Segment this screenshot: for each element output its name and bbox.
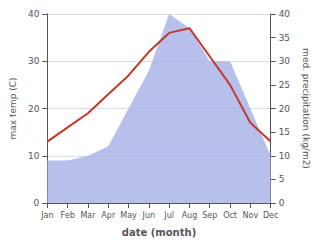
svg-text:30: 30	[28, 56, 40, 66]
svg-text:40: 40	[279, 9, 291, 19]
svg-text:10: 10	[279, 151, 291, 161]
svg-text:Jul: Jul	[163, 211, 174, 220]
svg-text:15: 15	[279, 127, 290, 137]
svg-text:0: 0	[279, 198, 285, 208]
svg-text:10: 10	[28, 151, 40, 161]
svg-text:35: 35	[279, 33, 290, 43]
svg-text:Feb: Feb	[61, 211, 75, 220]
svg-text:25: 25	[279, 80, 290, 90]
svg-text:20: 20	[279, 104, 291, 114]
svg-text:Nov: Nov	[243, 211, 259, 220]
svg-text:Jun: Jun	[142, 211, 156, 220]
svg-text:Sep: Sep	[202, 211, 217, 220]
svg-text:Apr: Apr	[101, 211, 116, 220]
svg-text:5: 5	[279, 174, 285, 184]
svg-text:May: May	[120, 211, 137, 220]
svg-text:20: 20	[28, 104, 40, 114]
svg-text:30: 30	[279, 56, 291, 66]
svg-text:Aug: Aug	[182, 211, 198, 220]
svg-text:Dec: Dec	[263, 211, 278, 220]
svg-text:0: 0	[34, 198, 40, 208]
svg-text:Oct: Oct	[223, 211, 237, 220]
svg-text:max temp (C): max temp (C)	[8, 77, 18, 139]
svg-text:Jan: Jan	[40, 211, 53, 220]
svg-text:med. precipitation (kg/m2): med. precipitation (kg/m2)	[301, 48, 311, 169]
svg-text:Mar: Mar	[80, 211, 96, 220]
svg-text:date (month): date (month)	[122, 227, 196, 238]
svg-text:40: 40	[28, 9, 40, 19]
